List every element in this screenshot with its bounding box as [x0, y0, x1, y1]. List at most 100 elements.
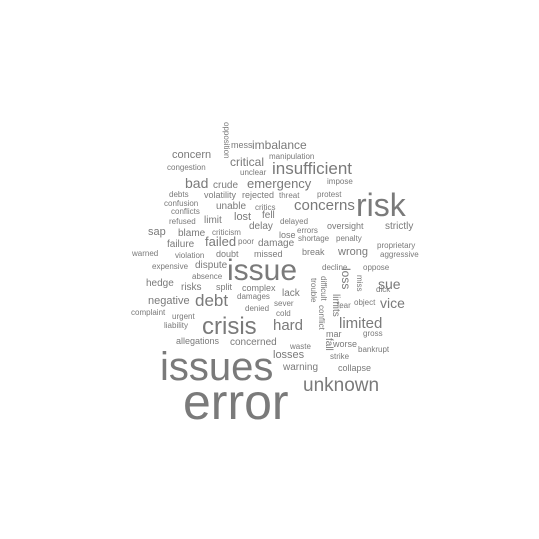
word-criticism: criticism [212, 228, 241, 237]
word-unable: unable [216, 201, 247, 212]
word-mar: mar [326, 329, 342, 339]
word-poor: poor [238, 237, 255, 246]
word-congestion: congestion [167, 163, 206, 172]
word-lose: lose [279, 230, 296, 240]
word-lack: lack [282, 288, 300, 299]
word-missed: missed [254, 249, 283, 259]
word-protest: protest [317, 190, 342, 199]
word-debt: debt [195, 291, 229, 310]
word-strike: strike [330, 352, 350, 361]
word-liability: liability [164, 321, 189, 330]
word-difficult: difficult [319, 276, 328, 301]
word-risk: risk [356, 187, 406, 223]
word-threat: threat [279, 191, 300, 200]
word-allegations: allegations [176, 336, 220, 346]
word-impose: impose [327, 177, 353, 186]
word-refused: refused [169, 217, 196, 226]
word-damage: damage [258, 238, 295, 249]
word-failure: failure [167, 239, 195, 250]
word-risks: risks [181, 282, 202, 293]
word-complaint: complaint [131, 308, 166, 317]
word-shortage: shortage [298, 234, 330, 243]
word-damages: damages [237, 292, 270, 301]
word-absence: absence [192, 272, 223, 281]
word-aggressive: aggressive [380, 250, 419, 259]
word-insufficient: insufficient [272, 159, 353, 178]
word-limited: limited [339, 315, 383, 332]
word-collapse: collapse [338, 363, 372, 373]
word-issue: issue [227, 254, 298, 287]
word-imbalance: imbalance [252, 138, 307, 152]
word-warned: warned [132, 249, 159, 258]
word-debts: debts [169, 190, 189, 199]
word-confusion: confusion [164, 199, 199, 208]
word-urgent: urgent [172, 312, 195, 321]
word-sue: sue [378, 276, 401, 292]
word-losses: losses [273, 349, 305, 361]
word-warning: warning [283, 362, 319, 373]
word-denied: denied [245, 304, 270, 313]
word-mess: mess [231, 140, 253, 150]
word-hard: hard [273, 317, 304, 334]
word-limit: limit [204, 215, 222, 226]
word-blame: blame [178, 228, 206, 239]
word-waste: waste [290, 342, 311, 351]
word-conflicts: conflicts [171, 207, 200, 216]
word-cold: cold [276, 309, 291, 318]
word-emergency: emergency [247, 176, 312, 191]
word-error: error [183, 374, 289, 430]
word-violation: violation [175, 251, 205, 260]
word-vice: vice [380, 295, 405, 311]
word-conflict: conflict [317, 305, 326, 330]
word-crisis: crisis [202, 313, 257, 340]
word-worse: worse [333, 339, 358, 349]
word-expensive: expensive [152, 262, 189, 271]
word-delayed: delayed [280, 217, 309, 226]
word-split: split [216, 282, 233, 292]
word-penalty: penalty [336, 234, 362, 243]
word-unclear: unclear [240, 168, 267, 177]
word-doubt: doubt [216, 249, 239, 259]
word-wrong: wrong [338, 246, 368, 258]
word-critics: critics [255, 203, 276, 212]
word-negative: negative [148, 295, 190, 307]
word-opposition: opposition [222, 122, 231, 159]
word-unknown: unknown [303, 375, 380, 396]
word-issues: issues [160, 345, 274, 389]
word-delay: delay [249, 221, 273, 232]
word-rejected: rejected [242, 190, 275, 200]
word-fear: fear [337, 301, 351, 310]
word-dispute: dispute [195, 260, 228, 271]
word-crude: crude [213, 180, 239, 191]
word-break: break [302, 247, 325, 257]
word-proprietary: proprietary [377, 241, 416, 250]
word-bad: bad [185, 175, 209, 191]
word-trouble: trouble [309, 278, 318, 303]
word-decline: decline [322, 263, 348, 272]
word-oppose: oppose [363, 263, 390, 272]
word-concerned: concerned [230, 337, 277, 348]
word-loss: loss [339, 268, 353, 290]
word-errors: errors [297, 226, 318, 235]
word-complex: complex [242, 283, 276, 293]
word-sever: sever [274, 299, 294, 308]
word-failed: failed [205, 234, 237, 249]
word-critical: critical [230, 155, 265, 169]
word-oversight: oversight [327, 221, 364, 231]
word-fall: fall [323, 338, 334, 351]
word-lost: lost [234, 211, 252, 223]
word-strictly: strictly [385, 221, 414, 232]
word-miss: miss [355, 275, 364, 292]
word-manipulation: manipulation [269, 152, 315, 161]
word-bankrupt: bankrupt [358, 345, 390, 354]
word-concerns: concerns [294, 197, 355, 214]
word-sap: sap [148, 226, 166, 238]
word-object: object [354, 298, 376, 307]
word-dick: dick [376, 285, 391, 294]
word-gross: gross [363, 329, 383, 338]
word-volatility: volatility [204, 190, 237, 200]
word-fell: fell [262, 210, 275, 221]
word-hedge: hedge [146, 278, 174, 289]
word-concern: concern [172, 149, 212, 161]
